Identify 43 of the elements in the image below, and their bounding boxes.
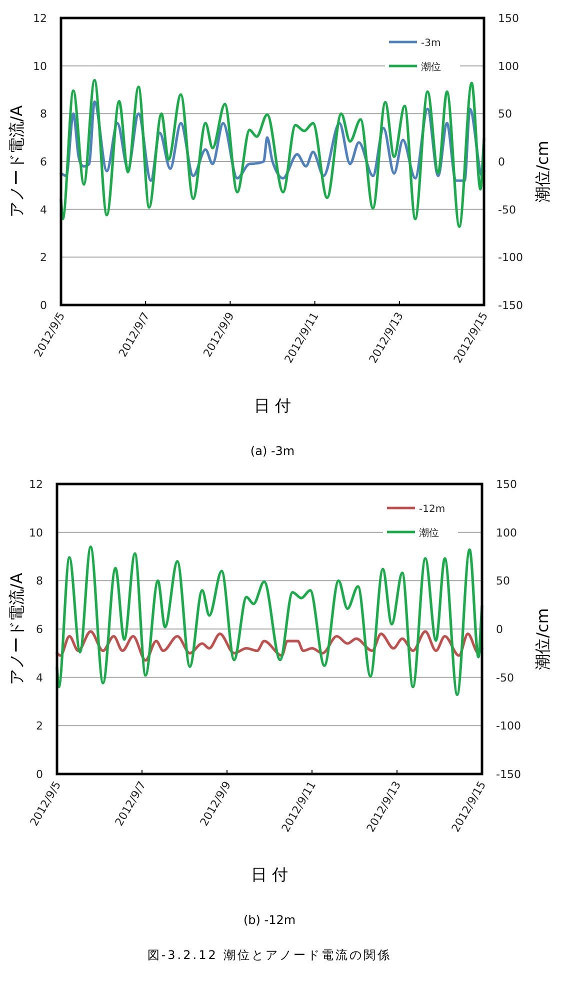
text: (a) -3m <box>250 444 295 458</box>
y2-tick-label: 100 <box>496 526 517 540</box>
y2-tick-label: 150 <box>498 12 519 25</box>
y-tick-label: 12 <box>33 12 47 25</box>
y2-tick-label: -50 <box>498 203 516 216</box>
y2-axis-title: 潮位/cm <box>533 140 552 202</box>
y2-tick-label: 100 <box>498 60 519 73</box>
y2-tick-label: 50 <box>496 574 510 588</box>
y-tick-label: 6 <box>36 623 43 636</box>
y-tick-label: 6 <box>40 156 47 168</box>
line-series <box>56 546 484 696</box>
y2-tick-label: 0 <box>496 623 503 636</box>
legend-label: 潮位 <box>421 61 441 73</box>
y-tick-label: 0 <box>40 299 47 312</box>
y2-tick-label: 150 <box>496 478 517 491</box>
y-tick-label: 10 <box>33 60 47 73</box>
y2-tick-label: 50 <box>498 108 512 121</box>
y2-tick-label: -100 <box>498 251 523 264</box>
y2-tick-label: -50 <box>496 671 514 684</box>
legend-label: -3m <box>421 38 441 49</box>
line-series <box>60 78 486 228</box>
legend-label: -12m <box>419 504 446 515</box>
y-tick-label: 8 <box>40 108 47 121</box>
y-tick-label: 0 <box>36 768 43 781</box>
y-tick-label: 10 <box>29 526 43 540</box>
y-tick-label: 2 <box>36 720 43 733</box>
x-axis-title: 日 付 <box>250 865 288 884</box>
legend-label: 潮位 <box>419 527 439 539</box>
y-tick-label: 4 <box>40 203 47 216</box>
y-tick-label: 4 <box>36 671 43 684</box>
y2-tick-label: -150 <box>496 768 521 781</box>
y2-axis-title: 潮位/cm <box>533 608 552 670</box>
y-axis-title: アノード電流/A <box>7 572 26 686</box>
y-tick-label: 12 <box>29 478 43 491</box>
x-axis-title: 日 付 <box>254 396 292 415</box>
text: 図-3.2.12 潮位とアノード電流の関係 <box>147 948 392 962</box>
text: (b) -12m <box>243 913 296 927</box>
y2-tick-label: -150 <box>498 299 523 312</box>
y2-tick-label: 0 <box>498 156 505 168</box>
y-tick-label: 2 <box>40 251 47 264</box>
y-axis-title: アノード電流/A <box>7 105 26 218</box>
y2-tick-label: -100 <box>496 720 521 733</box>
y-tick-label: 8 <box>36 574 43 588</box>
